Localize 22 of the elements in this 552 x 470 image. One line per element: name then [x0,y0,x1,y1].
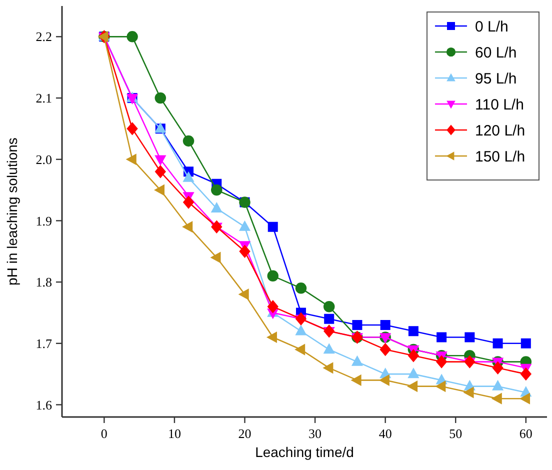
y-tick-label: 1.6 [36,397,52,412]
x-tick-label: 40 [378,426,392,441]
x-tick-label: 60 [519,426,532,441]
y-tick-label: 2.2 [36,29,52,44]
y-axis-title: pH in leaching solutions [4,138,20,286]
y-tick-label: 2.0 [36,152,52,167]
y-tick-label: 1.8 [36,274,52,290]
y-tick-label: 1.7 [36,336,52,351]
x-axis-title: Leaching time/d [255,444,354,460]
y-tick-label: 1.9 [36,213,52,228]
y-tick-label: 2.1 [36,90,52,106]
legend-label: 120 L/h [475,122,526,140]
x-tick-label: 50 [449,426,462,441]
legend-label: 0 L/h [475,18,508,36]
legend-label: 110 L/h [475,96,524,114]
x-tick-label: 30 [308,426,322,441]
legend-label: 150 L/h [475,148,526,166]
legend-label: 95 L/h [475,70,517,88]
x-tick-label: 10 [168,426,181,441]
x-tick-label: 20 [238,426,252,441]
legend-label: 60 L/h [475,44,517,62]
x-tick-label: 0 [100,426,108,441]
